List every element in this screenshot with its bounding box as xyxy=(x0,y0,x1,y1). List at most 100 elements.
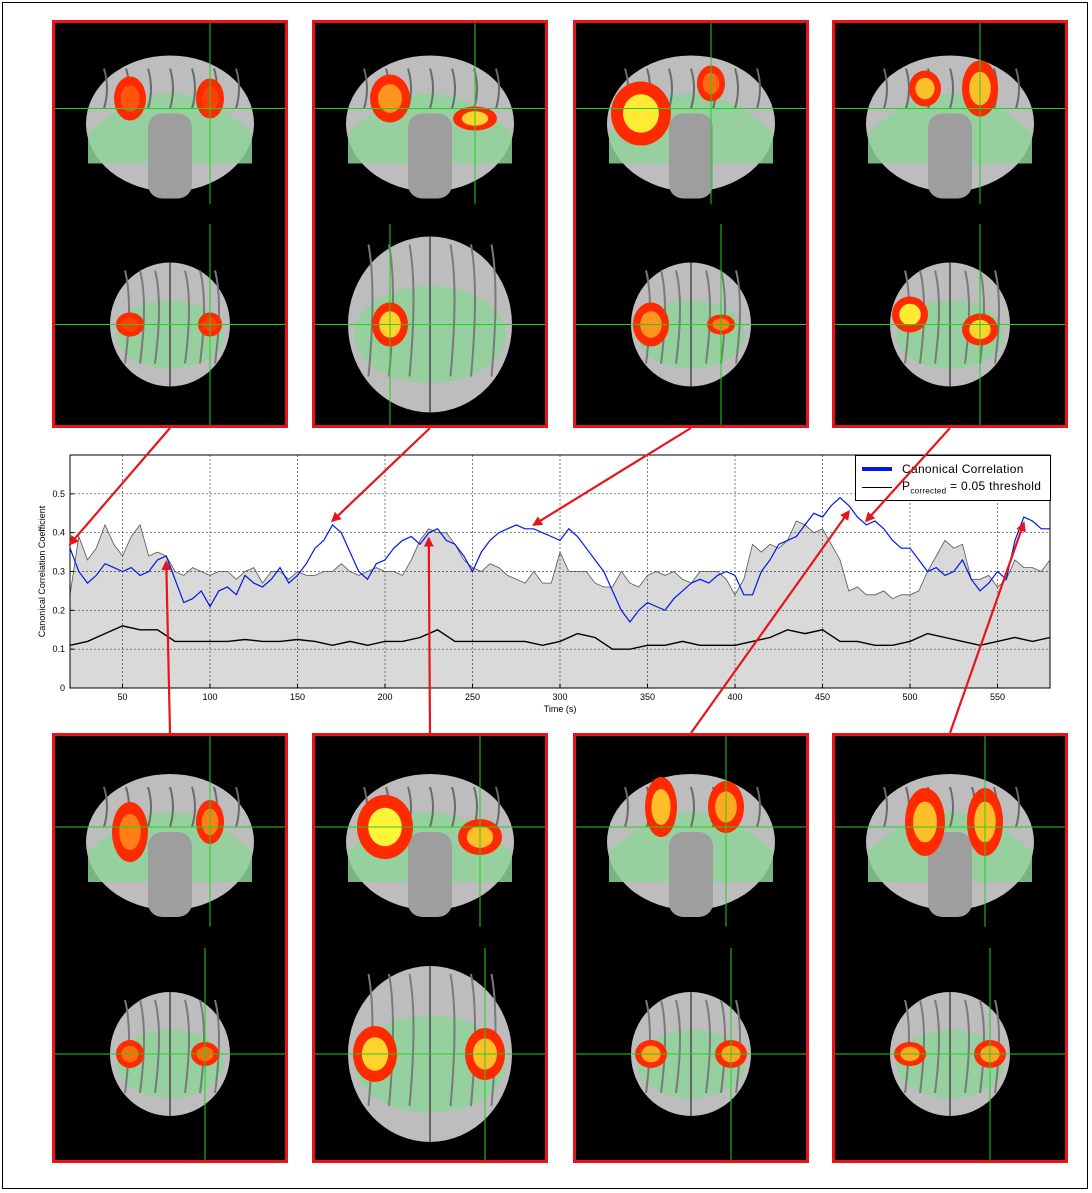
y-tick-label: 0.3 xyxy=(52,567,65,577)
x-tick-label: 350 xyxy=(640,692,655,702)
sulcus-line xyxy=(470,244,476,377)
arrow-t1 xyxy=(68,427,171,546)
sulcus-line xyxy=(184,999,190,1094)
sulcus-line xyxy=(705,999,711,1094)
chart-legend: Canonical Correlation Pcorrected = 0.05 … xyxy=(855,455,1051,501)
sulcus-line xyxy=(735,999,741,1094)
sulcus-line xyxy=(720,270,726,364)
sulcus-line xyxy=(154,999,160,1094)
brain-views-b4 xyxy=(835,736,1065,1160)
sulcus-line xyxy=(235,786,240,828)
brain-panel-b1 xyxy=(52,733,288,1163)
sulcus-line xyxy=(124,999,130,1094)
sulcus-line xyxy=(675,270,681,364)
series-line-threshold xyxy=(69,625,1051,650)
sulcus-line xyxy=(1015,786,1020,828)
axial-view xyxy=(55,224,285,425)
axial-view xyxy=(315,224,545,425)
sulcus-line xyxy=(451,68,456,109)
coronal-view xyxy=(55,736,285,927)
sulcus-line xyxy=(147,68,152,109)
x-tick-label: 500 xyxy=(902,692,917,702)
legend-threshold-prefix: P xyxy=(902,479,911,493)
arrow-b1 xyxy=(161,559,172,734)
sulcus-line xyxy=(720,999,726,1094)
y-tick-label: 0.4 xyxy=(52,528,65,538)
activation-blob xyxy=(114,76,146,121)
sulcus-line xyxy=(103,68,108,109)
y-tick-label: 0.5 xyxy=(52,489,65,499)
legend-label-canonical: Canonical Correlation xyxy=(902,462,1024,476)
axial-view xyxy=(576,224,806,425)
brain-views-t2 xyxy=(315,23,545,425)
brainstem xyxy=(669,832,713,917)
legend-threshold-sub: corrected xyxy=(910,486,947,496)
sulcus-line xyxy=(191,68,196,109)
sulcus-line xyxy=(154,270,160,364)
sulcus-line xyxy=(756,68,761,109)
y-tick-label: 0.1 xyxy=(52,644,65,654)
arrow-t4 xyxy=(864,427,951,523)
brainstem xyxy=(408,832,452,917)
sulcus-line xyxy=(139,999,145,1094)
sulcus-line xyxy=(660,999,666,1094)
activation-peak xyxy=(623,94,659,133)
sulcus-line xyxy=(199,270,205,364)
activation-peak xyxy=(120,85,140,112)
sulcus-line xyxy=(994,270,1000,364)
x-tick-label: 100 xyxy=(202,692,217,702)
brainstem xyxy=(408,113,452,199)
sulcus-line xyxy=(705,270,711,364)
sulcus-line xyxy=(624,786,629,828)
sulcus-line xyxy=(675,999,681,1094)
legend-swatch-canonical xyxy=(862,467,892,471)
sulcus-line xyxy=(735,270,741,364)
sulcus-line xyxy=(979,270,985,364)
x-tick-label: 50 xyxy=(117,692,127,702)
y-axis-label: Canonical Correlation Coefficient xyxy=(37,505,47,637)
coronal-view xyxy=(315,736,545,927)
activation-peak xyxy=(651,789,671,825)
coronal-view xyxy=(315,23,545,204)
arrow-b4 xyxy=(948,521,1026,734)
brain-panel-b2 xyxy=(312,733,548,1163)
sulcus-line xyxy=(1015,68,1020,109)
sulcus-line xyxy=(429,68,434,109)
x-tick-label: 300 xyxy=(552,692,567,702)
activation-peak xyxy=(915,77,935,100)
sulcus-line xyxy=(388,244,394,377)
sulcus-line xyxy=(214,270,220,364)
sulcus-line xyxy=(235,68,240,109)
x-axis-label: Time (s) xyxy=(544,704,577,714)
brain-views-b3 xyxy=(576,736,806,1160)
brainstem xyxy=(148,113,192,199)
sulcus-line xyxy=(470,973,476,1107)
arrow-b2 xyxy=(423,536,434,734)
sulcus-line xyxy=(660,270,666,364)
sulcus-line xyxy=(429,786,434,828)
sulcus-line xyxy=(949,786,954,828)
canonical-correlation-chart: 50 100 150 200 250 300 350 400 450 500 550 0 0.1 0.2 0… xyxy=(37,454,1051,714)
sulcus-line xyxy=(495,68,500,109)
y-tick-label: 0.2 xyxy=(52,605,65,615)
sulcus-line xyxy=(690,68,695,109)
sulcus-line xyxy=(388,973,394,1107)
sulcus-line xyxy=(451,786,456,828)
sulcus-line xyxy=(994,999,1000,1094)
brain-panel-t2 xyxy=(312,20,548,428)
sulcus-line xyxy=(904,999,910,1094)
sulcus-line xyxy=(919,999,925,1094)
axial-view xyxy=(55,948,285,1160)
sulcus-line xyxy=(169,68,174,109)
sulcus-line xyxy=(124,270,130,364)
brain-panel-t4 xyxy=(832,20,1068,428)
brain-views-t1 xyxy=(55,23,285,425)
sulcus-line xyxy=(645,999,651,1094)
coronal-view xyxy=(576,736,806,927)
legend-label-threshold: Pcorrected = 0.05 threshold xyxy=(902,479,1041,495)
legend-threshold-suffix: = 0.05 threshold xyxy=(946,479,1042,493)
brain-panel-t3 xyxy=(573,20,809,428)
sulcus-line xyxy=(214,999,220,1094)
brainstem xyxy=(148,832,192,917)
